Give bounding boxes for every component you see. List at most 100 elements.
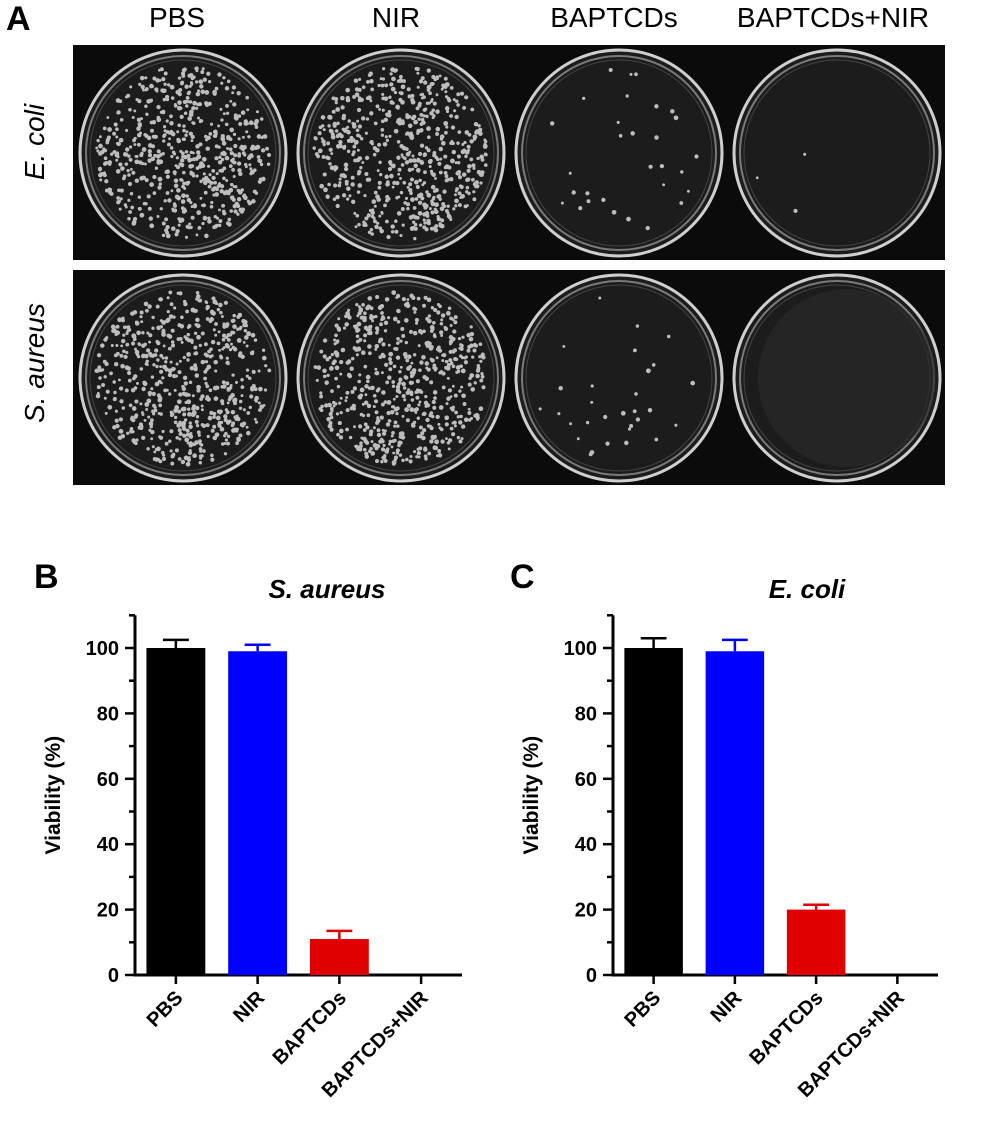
colony <box>212 435 218 441</box>
colony <box>361 161 365 164</box>
colony <box>365 425 370 430</box>
colony <box>404 407 409 413</box>
colony <box>415 106 420 111</box>
colony <box>158 403 163 408</box>
colony <box>400 327 405 331</box>
colony <box>236 196 242 202</box>
colony <box>428 164 432 169</box>
colony <box>390 86 396 92</box>
colony <box>445 402 449 406</box>
colony <box>107 160 112 165</box>
colony <box>425 403 431 408</box>
colony <box>415 184 420 190</box>
colony <box>185 309 189 314</box>
colony <box>152 191 157 195</box>
colony <box>126 431 130 435</box>
colony <box>469 157 474 162</box>
colony <box>370 451 376 456</box>
colony <box>432 114 436 118</box>
colony <box>133 143 137 146</box>
colony <box>345 87 351 93</box>
colony <box>328 420 333 425</box>
colony <box>479 181 483 185</box>
colony <box>226 79 231 84</box>
colony <box>131 341 136 346</box>
colony <box>179 149 183 153</box>
colony <box>212 186 217 191</box>
colony <box>148 216 154 221</box>
colony <box>156 158 160 163</box>
colony <box>429 380 434 385</box>
colony <box>458 420 463 425</box>
colony <box>181 384 185 389</box>
colony <box>423 170 427 175</box>
colony <box>129 167 133 171</box>
colony <box>392 364 397 369</box>
colony <box>180 315 184 320</box>
colony <box>369 111 374 116</box>
colony <box>406 403 411 408</box>
colony <box>153 450 157 454</box>
colony <box>330 152 334 156</box>
colony <box>150 375 155 379</box>
y-tick-label: 40 <box>97 834 119 856</box>
colony <box>538 407 542 411</box>
colony <box>473 381 477 385</box>
colony <box>204 360 209 364</box>
colony <box>103 396 107 400</box>
colony <box>356 190 361 194</box>
colony <box>172 170 177 175</box>
colony <box>154 87 159 92</box>
colony <box>338 401 342 405</box>
colony <box>440 140 446 146</box>
colony <box>131 333 136 338</box>
colony <box>431 74 436 80</box>
colony <box>680 170 684 174</box>
colony <box>395 196 399 200</box>
colony <box>113 390 117 395</box>
colony <box>387 316 391 320</box>
colony <box>256 110 259 114</box>
colony <box>120 166 125 171</box>
colony <box>451 364 456 369</box>
colony <box>134 154 138 158</box>
colony <box>177 100 182 105</box>
colony <box>221 141 227 146</box>
colony <box>233 153 238 158</box>
colony <box>136 118 140 121</box>
colony <box>119 399 124 404</box>
colony <box>571 190 576 195</box>
colony <box>414 317 419 323</box>
colony <box>457 191 462 196</box>
colony <box>401 145 407 151</box>
colony <box>346 129 351 135</box>
colony <box>449 86 454 90</box>
colony <box>204 101 209 106</box>
colony <box>374 343 380 349</box>
colony <box>175 228 180 234</box>
colony <box>143 162 147 166</box>
colony <box>425 417 430 423</box>
colony <box>755 176 759 180</box>
colony <box>116 196 120 200</box>
colony <box>601 197 606 203</box>
colony <box>327 182 331 187</box>
colony <box>143 342 147 347</box>
colony <box>161 109 166 115</box>
colony <box>189 200 193 205</box>
colony <box>387 343 391 347</box>
colony <box>205 384 210 389</box>
colony <box>562 344 566 348</box>
bar-pbs <box>624 648 683 975</box>
colony <box>469 373 475 378</box>
colony <box>322 128 326 132</box>
colony <box>457 203 462 207</box>
colony <box>173 178 179 183</box>
colony <box>373 220 377 224</box>
colony <box>447 447 451 451</box>
colony <box>256 134 262 139</box>
colony <box>421 183 425 187</box>
colony <box>480 372 484 376</box>
colony <box>115 324 120 329</box>
colony <box>361 437 365 441</box>
